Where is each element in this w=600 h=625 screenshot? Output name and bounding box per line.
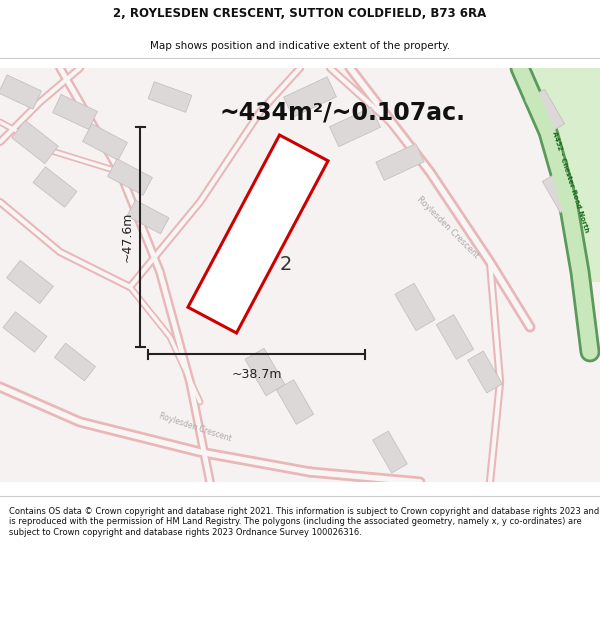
Bar bbox=[245, 348, 285, 396]
Bar bbox=[148, 82, 192, 112]
Bar bbox=[11, 121, 58, 164]
Bar bbox=[53, 94, 97, 129]
Polygon shape bbox=[188, 135, 328, 333]
Text: 2, ROYLESDEN CRESCENT, SUTTON COLDFIELD, B73 6RA: 2, ROYLESDEN CRESCENT, SUTTON COLDFIELD,… bbox=[113, 6, 487, 19]
Bar bbox=[526, 89, 565, 135]
Bar bbox=[7, 261, 53, 304]
Bar bbox=[436, 314, 473, 359]
Text: Map shows position and indicative extent of the property.: Map shows position and indicative extent… bbox=[150, 41, 450, 51]
Text: ~47.6m: ~47.6m bbox=[121, 212, 134, 262]
Text: A452 - Chester Road North: A452 - Chester Road North bbox=[551, 131, 589, 233]
Bar bbox=[3, 312, 47, 352]
Polygon shape bbox=[520, 68, 600, 282]
Bar bbox=[542, 171, 578, 212]
Text: Contains OS data © Crown copyright and database right 2021. This information is : Contains OS data © Crown copyright and d… bbox=[9, 507, 599, 536]
Bar bbox=[277, 379, 314, 424]
Text: Roylesden Crescent: Roylesden Crescent bbox=[415, 194, 481, 260]
Text: ~38.7m: ~38.7m bbox=[231, 368, 282, 381]
Bar bbox=[55, 343, 95, 381]
Text: Roylesden Crescent: Roylesden Crescent bbox=[158, 411, 232, 443]
Bar bbox=[468, 351, 502, 393]
Bar bbox=[376, 144, 424, 181]
Bar bbox=[284, 77, 337, 117]
Bar bbox=[83, 124, 127, 160]
Bar bbox=[127, 200, 169, 234]
Text: ~434m²/~0.107ac.: ~434m²/~0.107ac. bbox=[220, 100, 466, 124]
Bar bbox=[329, 107, 380, 147]
Bar bbox=[33, 167, 77, 208]
Bar bbox=[107, 159, 152, 195]
Bar bbox=[373, 431, 407, 473]
Text: 2: 2 bbox=[280, 254, 292, 274]
Bar bbox=[0, 75, 41, 109]
Bar bbox=[395, 283, 435, 331]
